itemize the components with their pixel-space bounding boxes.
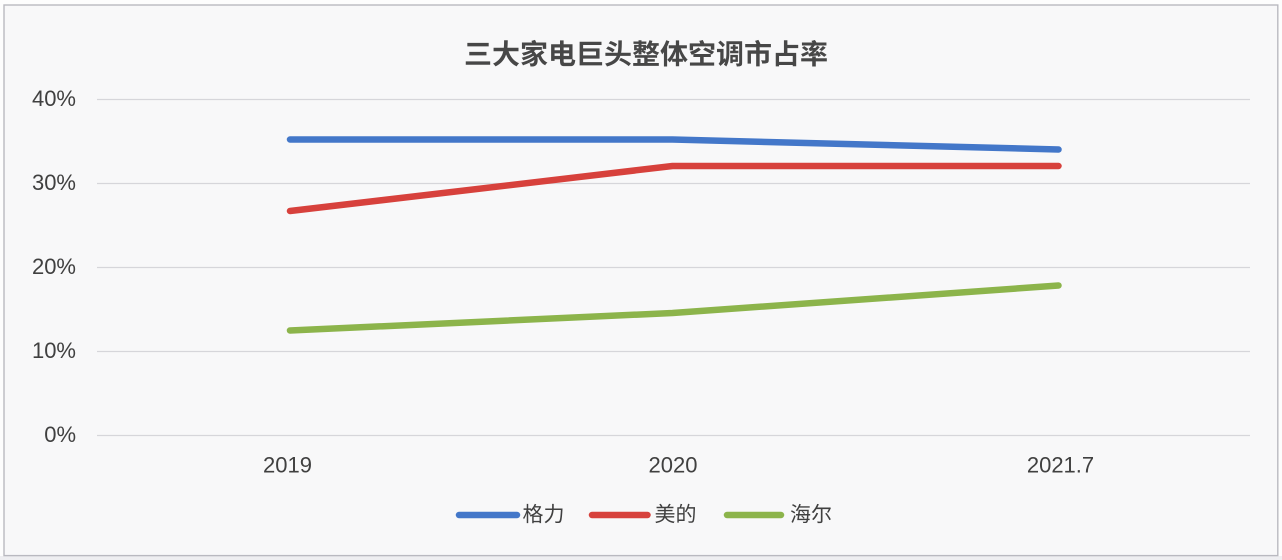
svg-text:40%: 40% bbox=[32, 86, 76, 111]
svg-text:0%: 0% bbox=[44, 422, 76, 447]
svg-text:2019: 2019 bbox=[263, 453, 312, 478]
svg-text:10%: 10% bbox=[32, 338, 76, 363]
svg-text:2021.7: 2021.7 bbox=[1027, 453, 1094, 478]
svg-text:20%: 20% bbox=[32, 254, 76, 279]
svg-text:30%: 30% bbox=[32, 170, 76, 195]
svg-text:2020: 2020 bbox=[649, 453, 698, 478]
